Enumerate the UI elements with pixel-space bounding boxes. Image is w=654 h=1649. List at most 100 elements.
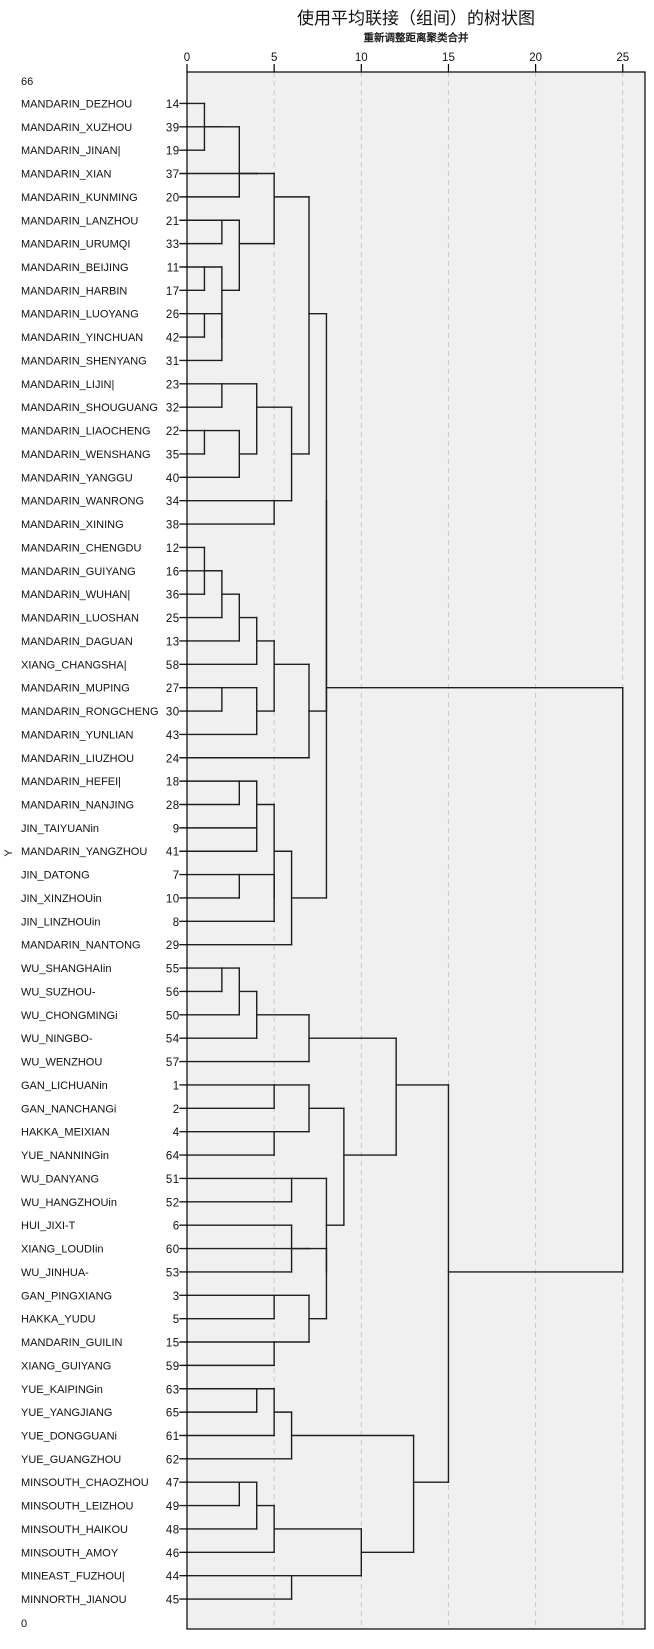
leaf-label: HAKKA_MEIXIAN <box>21 1127 110 1139</box>
case-number: 42 <box>166 333 180 345</box>
leaf-label: WU_WENZHOU <box>21 1057 102 1069</box>
leaf-label: MINSOUTH_HAIKOU <box>21 1524 128 1536</box>
leaf-label: MANDARIN_XIAN <box>21 169 112 181</box>
leaf-label: YUE_NANNINGin <box>21 1150 109 1162</box>
leaf-label: MANDARIN_YUNLIAN <box>21 729 134 741</box>
leaf-label: GAN_PINGXIANG <box>21 1290 112 1302</box>
case-number: 32 <box>166 403 180 415</box>
case-number: 54 <box>166 1034 180 1046</box>
leaf-label: MANDARIN_LUOSHAN <box>21 613 139 625</box>
leaf-label: MANDARIN_YANGGU <box>21 472 133 484</box>
leaf-label: JIN_TAIYUANin <box>21 823 99 835</box>
case-number: 34 <box>166 496 180 508</box>
case-number: 26 <box>166 309 180 321</box>
case-number: 62 <box>166 1454 180 1466</box>
leaf-label: YUE_KAIPINGin <box>21 1384 103 1396</box>
case-number: 53 <box>166 1267 180 1279</box>
leaf-label: GAN_NANCHANGi <box>21 1103 116 1115</box>
leaf-label: MANDARIN_HARBIN <box>21 285 127 297</box>
leaf-label: JIN_XINZHOUin <box>21 893 102 905</box>
leaf-label: XIANG_LOUDIin <box>21 1244 104 1256</box>
leaf-label: MANDARIN_LANZHOU <box>21 215 138 227</box>
leaf-label: JIN_DATONG <box>21 870 90 882</box>
leaf-label: MANDARIN_DEZHOU <box>21 98 132 110</box>
leaf-label: MANDARIN_BEIJING <box>21 262 129 274</box>
chart-title: 使用平均联接（组间）的树状图 <box>297 9 535 29</box>
case-number: 1 <box>173 1080 180 1092</box>
case-number: 36 <box>166 590 180 602</box>
case-number: 20 <box>166 192 180 204</box>
x-tick-label: 20 <box>529 52 542 64</box>
case-number: 12 <box>166 543 180 555</box>
case-number: 2 <box>173 1104 180 1116</box>
case-number: 17 <box>166 286 180 298</box>
leaf-label: MANDARIN_KUNMING <box>21 192 138 204</box>
case-number: 28 <box>166 800 180 812</box>
case-number: 6 <box>173 1221 180 1233</box>
leaf-label: MANDARIN_NANJING <box>21 800 134 812</box>
leaf-label: MANDARIN_URUMQI <box>21 239 130 251</box>
leaf-label: MANDARIN_YINCHUAN <box>21 332 143 344</box>
case-number: 39 <box>166 122 180 134</box>
case-number: 61 <box>166 1431 180 1443</box>
x-tick-label: 10 <box>355 52 368 64</box>
leaf-label: MANDARIN_XINING <box>21 519 124 531</box>
leaf-label: YUE_YANGJIANG <box>21 1407 113 1419</box>
case-number: 23 <box>166 379 180 391</box>
plot-area-border <box>186 71 646 1630</box>
case-number: 18 <box>166 777 180 789</box>
case-number: 37 <box>166 169 180 181</box>
case-number: 10 <box>166 893 180 905</box>
leaf-label: MANDARIN_WUHAN| <box>21 589 130 601</box>
case-number: 14 <box>166 99 180 111</box>
case-number: 51 <box>166 1174 180 1186</box>
leaf-label: MANDARIN_MUPING <box>21 683 130 695</box>
case-number: 7 <box>173 870 180 882</box>
leaf-label: MINNORTH_JIANOU <box>21 1594 127 1606</box>
case-number: 35 <box>166 449 180 461</box>
case-number: 21 <box>166 216 180 228</box>
case-number: 16 <box>166 566 180 578</box>
case-number: 48 <box>166 1524 180 1536</box>
case-number: 24 <box>166 753 180 765</box>
case-number: 38 <box>166 520 180 532</box>
case-number: 31 <box>166 356 180 368</box>
case-number: 41 <box>166 847 180 859</box>
leaf-label: MINSOUTH_CHAOZHOU <box>21 1477 149 1489</box>
leaf-label: MANDARIN_NANTONG <box>21 940 141 952</box>
x-tick-label: 15 <box>442 52 455 64</box>
case-number: 25 <box>166 613 180 625</box>
leaf-label: XIANG_GUIYANG <box>21 1360 111 1372</box>
leaf-label: MANDARIN_XUZHOU <box>21 122 132 134</box>
leaf-label: JIN_LINZHOUin <box>21 916 100 928</box>
leaf-label: MANDARIN_WENSHANG <box>21 449 151 461</box>
leaf-label: WU_HANGZHOUin <box>21 1197 117 1209</box>
leaf-label: YUE_DONGGUANi <box>21 1430 117 1442</box>
leaf-label: MANDARIN_LIAOCHENG <box>21 426 151 438</box>
leaf-label: MINEAST_FUZHOU| <box>21 1571 125 1583</box>
case-number: 33 <box>166 239 180 251</box>
plot-area-background <box>187 72 645 1629</box>
case-number: 4 <box>173 1127 180 1139</box>
case-number: 19 <box>166 146 180 158</box>
case-number: 60 <box>166 1244 180 1256</box>
y-axis-title: Y <box>3 849 15 857</box>
leaf-label: MANDARIN_CHENGDU <box>21 542 141 554</box>
leaf-label: MANDARIN_GUILIN <box>21 1337 123 1349</box>
case-number: 9 <box>173 823 180 835</box>
x-tick-label: 25 <box>616 52 629 64</box>
leaf-label: WU_SHANGHAIin <box>21 963 111 975</box>
leaf-label: HUI_JIXI-T <box>21 1220 76 1232</box>
leaf-label: MANDARIN_RONGCHENG <box>21 706 159 718</box>
case-number: 65 <box>166 1408 180 1420</box>
leaf-label: WU_NINGBO- <box>21 1033 93 1045</box>
case-number: 29 <box>166 940 180 952</box>
case-number: 8 <box>173 917 180 929</box>
dendrogram-branches <box>179 102 624 1600</box>
leaf-label: MANDARIN_LIJIN| <box>21 379 114 391</box>
x-axis-ticks: 0 5 10 15 20 25 <box>184 52 629 72</box>
leaf-label: MANDARIN_JINAN| <box>21 145 120 157</box>
case-number: 55 <box>166 964 180 976</box>
case-number: 45 <box>166 1595 180 1607</box>
leaf-label: MANDARIN_LUOYANG <box>21 309 139 321</box>
